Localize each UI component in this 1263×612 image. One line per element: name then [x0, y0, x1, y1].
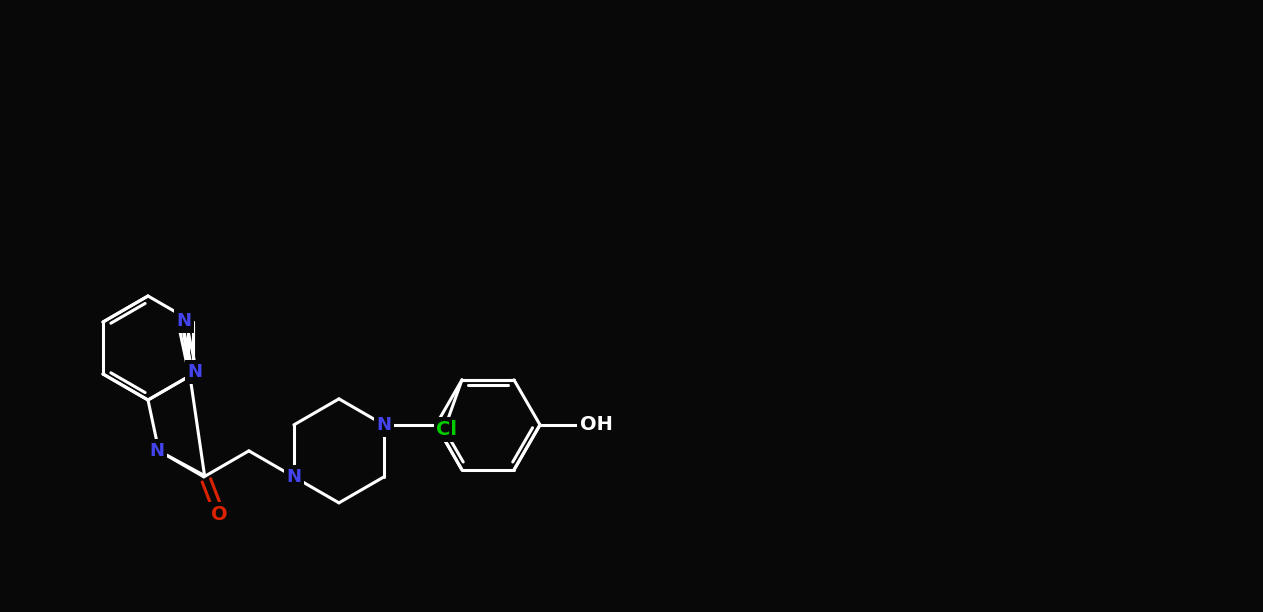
Text: N: N: [187, 363, 202, 381]
Text: N: N: [376, 416, 392, 434]
Text: N: N: [149, 442, 164, 460]
Text: Cl: Cl: [437, 420, 457, 439]
Text: N: N: [287, 468, 302, 486]
Text: O: O: [211, 506, 227, 524]
Text: OH: OH: [580, 416, 613, 435]
Text: N: N: [177, 312, 192, 330]
